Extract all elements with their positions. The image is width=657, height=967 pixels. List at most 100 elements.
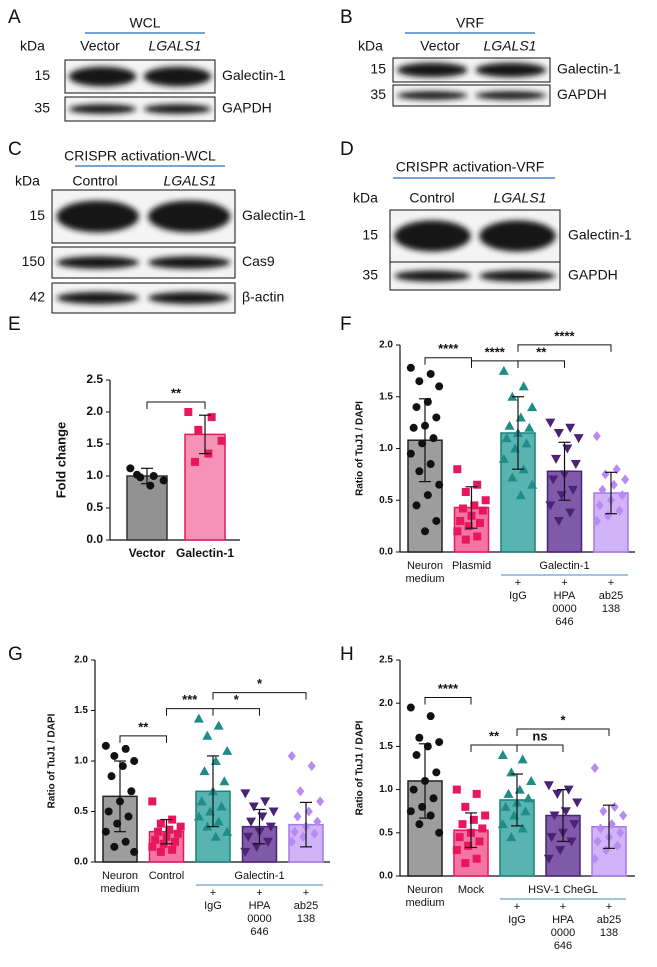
data-point bbox=[593, 836, 602, 847]
data-point bbox=[461, 487, 470, 496]
data-point bbox=[240, 789, 251, 799]
x-tick-label: 0000 bbox=[551, 927, 575, 939]
data-point bbox=[552, 789, 563, 799]
data-point bbox=[476, 519, 484, 528]
x-tick-label: IgG bbox=[508, 914, 526, 926]
data-point bbox=[607, 819, 616, 830]
x-tick-label: Neuron bbox=[407, 884, 443, 896]
marker-label: 15 bbox=[362, 227, 378, 243]
significance-label: ** bbox=[489, 728, 500, 743]
band bbox=[475, 91, 547, 100]
y-tick-label: 0.0 bbox=[74, 857, 88, 868]
data-point bbox=[159, 476, 168, 485]
data-point bbox=[546, 833, 557, 843]
data-point bbox=[461, 802, 470, 811]
blot-header: WCL bbox=[129, 15, 160, 31]
data-point bbox=[432, 516, 441, 525]
x-tick-label: IgG bbox=[509, 590, 527, 602]
group-label: Galectin-1 bbox=[539, 560, 589, 572]
data-point bbox=[472, 789, 481, 798]
kda-label: kDa bbox=[353, 190, 378, 206]
significance-bracket bbox=[516, 744, 564, 753]
blot-header: CRISPR activation-VRF bbox=[396, 159, 545, 175]
data-point bbox=[149, 472, 158, 480]
significance-bracket bbox=[517, 344, 612, 352]
band bbox=[148, 200, 231, 233]
data-point bbox=[113, 819, 122, 828]
band bbox=[56, 292, 139, 304]
data-point bbox=[470, 501, 479, 510]
data-point bbox=[156, 819, 165, 828]
lane-label: LGALS1 bbox=[494, 190, 547, 206]
data-point bbox=[263, 837, 273, 847]
significance-label: * bbox=[560, 712, 566, 727]
data-point bbox=[101, 741, 110, 750]
marker-label: 15 bbox=[29, 207, 45, 223]
lane-label: LGALS1 bbox=[164, 173, 217, 189]
lane-label: Vector bbox=[420, 38, 460, 54]
data-point bbox=[154, 827, 162, 836]
data-point bbox=[435, 828, 444, 837]
data-point bbox=[506, 832, 517, 842]
x-tick-label: Vector bbox=[129, 546, 166, 560]
significance-label: **** bbox=[554, 328, 575, 343]
data-point bbox=[210, 831, 221, 841]
panel-letter: E bbox=[8, 314, 21, 335]
y-tick-label: 0.0 bbox=[379, 547, 393, 558]
data-point bbox=[412, 403, 421, 412]
x-tick-label: HPA bbox=[249, 900, 271, 912]
data-point bbox=[240, 847, 251, 857]
data-point bbox=[595, 500, 604, 511]
x-tick-label: 0000 bbox=[552, 603, 576, 615]
x-tick-label: ab25 bbox=[599, 590, 623, 602]
band bbox=[479, 220, 556, 252]
data-point bbox=[543, 781, 554, 791]
data-point bbox=[518, 381, 529, 391]
data-point bbox=[568, 485, 578, 495]
x-tick-label: 646 bbox=[555, 616, 573, 628]
data-point bbox=[310, 828, 319, 839]
data-point bbox=[596, 823, 605, 834]
data-point bbox=[517, 754, 528, 764]
band bbox=[479, 270, 556, 282]
data-point bbox=[296, 786, 305, 797]
data-point bbox=[421, 527, 429, 536]
data-point bbox=[415, 377, 424, 386]
y-tick-label: 1.5 bbox=[379, 741, 393, 752]
lane-label: LGALS1 bbox=[484, 38, 537, 54]
data-point bbox=[412, 501, 421, 510]
data-point bbox=[481, 496, 490, 505]
data-point bbox=[257, 812, 268, 822]
data-point bbox=[455, 833, 464, 842]
data-point bbox=[184, 408, 193, 416]
data-point bbox=[216, 801, 227, 811]
data-point bbox=[268, 807, 279, 817]
significance-label: ** bbox=[171, 385, 182, 400]
data-point bbox=[481, 811, 490, 820]
y-tick-label: 2.0 bbox=[86, 404, 103, 418]
data-point bbox=[456, 516, 465, 525]
data-point bbox=[592, 515, 601, 526]
blot-header: CRISPR activation-WCL bbox=[64, 148, 216, 164]
data-point bbox=[251, 842, 262, 852]
band-label: Cas9 bbox=[242, 253, 275, 269]
data-point bbox=[193, 811, 204, 821]
data-point bbox=[545, 501, 556, 511]
data-point bbox=[565, 423, 576, 433]
significance-bracket bbox=[119, 735, 167, 743]
band bbox=[68, 66, 137, 87]
data-point bbox=[304, 806, 313, 817]
data-point bbox=[130, 757, 139, 765]
panel-letter: H bbox=[340, 644, 354, 665]
data-point bbox=[453, 527, 462, 536]
data-point bbox=[618, 490, 627, 501]
band-label: Galectin-1 bbox=[242, 207, 306, 223]
data-point bbox=[409, 785, 418, 794]
data-point bbox=[526, 775, 537, 785]
marker-label: 35 bbox=[34, 100, 50, 116]
data-point bbox=[265, 822, 276, 832]
data-point bbox=[562, 444, 573, 454]
significance-bracket bbox=[471, 360, 519, 368]
band-label: GAPDH bbox=[557, 86, 607, 102]
significance-label: * bbox=[234, 692, 240, 707]
